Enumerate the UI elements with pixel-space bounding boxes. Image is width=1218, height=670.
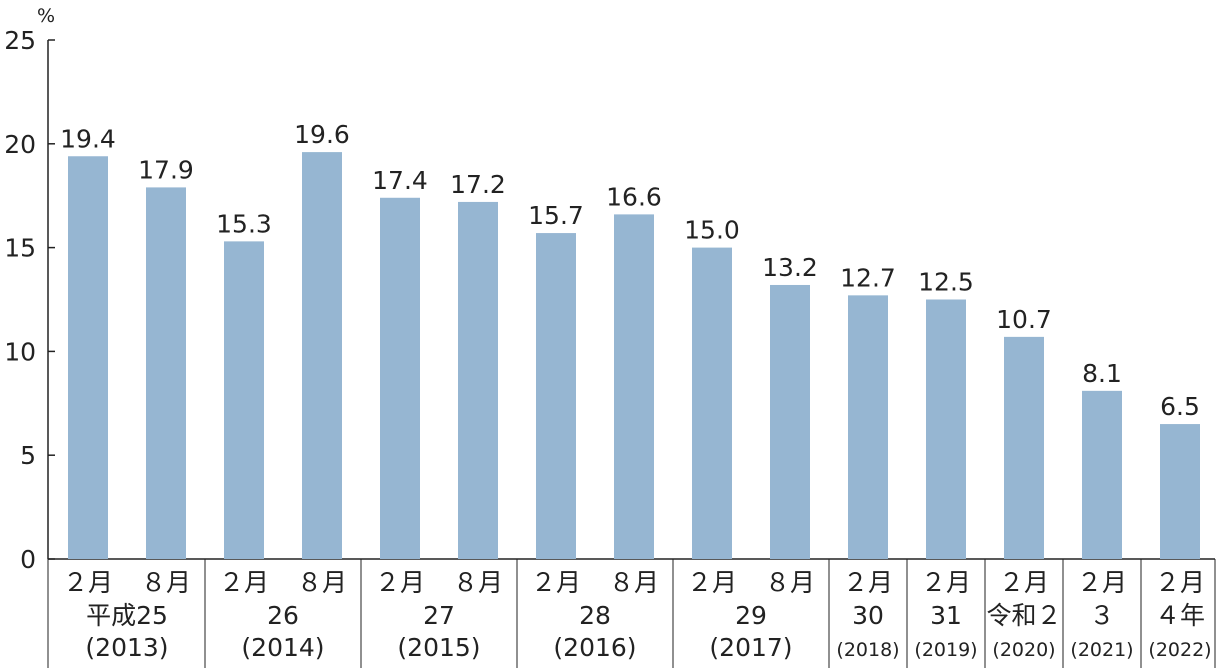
month-label: ２月 <box>1155 568 1205 597</box>
era-year-label: ４年 <box>1155 601 1205 630</box>
era-year-label: 平成25 <box>86 601 168 630</box>
bar-value-label: 8.1 <box>1082 359 1122 388</box>
bar <box>68 156 108 560</box>
bar <box>380 197 420 559</box>
month-label: ２月 <box>687 568 737 597</box>
month-label: ２月 <box>219 568 269 597</box>
month-label: ２月 <box>375 568 425 597</box>
western-year-label: (2015) <box>397 633 480 662</box>
bar-value-label: 16.6 <box>606 182 662 211</box>
month-label: ８月 <box>297 568 347 597</box>
bar-value-label: 17.2 <box>450 170 506 199</box>
bar-value-label: 13.2 <box>762 253 818 282</box>
bar <box>1160 424 1200 559</box>
y-tick-label: 20 <box>4 130 36 159</box>
y-tick-label: 15 <box>4 234 36 263</box>
month-label: ２月 <box>843 568 893 597</box>
bar-value-label: 19.6 <box>294 120 350 149</box>
bars <box>68 152 1200 560</box>
month-label: ８月 <box>765 568 815 597</box>
era-year-label: 29 <box>735 601 767 630</box>
y-axis-unit-label: % <box>37 5 55 27</box>
data-labels: 19.4 17.9 15.3 19.6 17.4 17.2 15.7 16.6 15.0 13.2… <box>60 120 1200 421</box>
bar-value-label: 15.3 <box>216 209 272 238</box>
western-year-label: (2016) <box>553 633 636 662</box>
bar-value-label: 15.7 <box>528 201 584 230</box>
month-label: ８月 <box>141 568 191 597</box>
bar-value-label: 10.7 <box>996 305 1052 334</box>
era-year-label: 28 <box>579 601 611 630</box>
western-year-label: (2022) <box>1148 639 1211 661</box>
western-year-label: (2019) <box>914 639 977 661</box>
bar-value-label: 6.5 <box>1160 392 1200 421</box>
bar <box>926 299 966 559</box>
era-year-label: 30 <box>852 601 884 630</box>
bar <box>224 241 264 559</box>
western-year-label: (2018) <box>836 639 899 661</box>
bar <box>692 247 732 559</box>
bar <box>614 214 654 559</box>
era-year-label: 令和２ <box>986 601 1061 630</box>
month-label: ２月 <box>999 568 1049 597</box>
bar-value-label: 17.9 <box>138 155 194 184</box>
bar-value-label: 17.4 <box>372 166 428 195</box>
month-label: ２月 <box>531 568 581 597</box>
bar-value-label: 12.5 <box>918 268 974 297</box>
month-label: ２月 <box>63 568 113 597</box>
y-tick-label: 10 <box>4 337 36 366</box>
bar <box>848 295 888 559</box>
western-year-label: (2017) <box>709 633 792 662</box>
bar <box>458 201 498 560</box>
month-label: ８月 <box>453 568 503 597</box>
month-label: ２月 <box>1077 568 1127 597</box>
bar-value-label: 15.0 <box>684 216 740 245</box>
western-year-label: (2014) <box>241 633 324 662</box>
western-year-label: (2020) <box>992 639 1055 661</box>
western-year-label: (2021) <box>1070 639 1133 661</box>
western-year-label: (2013) <box>85 633 168 662</box>
era-year-label: 27 <box>423 601 455 630</box>
era-year-label: 26 <box>267 601 299 630</box>
bar <box>302 152 342 559</box>
bar <box>1004 336 1044 559</box>
bar-value-label: 12.7 <box>840 263 896 292</box>
y-tick-label: 5 <box>20 441 36 470</box>
bar <box>146 187 186 559</box>
bar <box>536 233 576 559</box>
bar-value-label: 19.4 <box>60 124 116 153</box>
y-tick-label: 0 <box>20 545 36 574</box>
era-year-label: ３ <box>1089 601 1114 630</box>
y-tick-label: 25 <box>4 26 36 55</box>
bar <box>770 284 810 559</box>
month-label: ２月 <box>921 568 971 597</box>
month-label: ８月 <box>609 568 659 597</box>
era-year-label: 31 <box>930 601 962 630</box>
bar <box>1082 390 1122 559</box>
